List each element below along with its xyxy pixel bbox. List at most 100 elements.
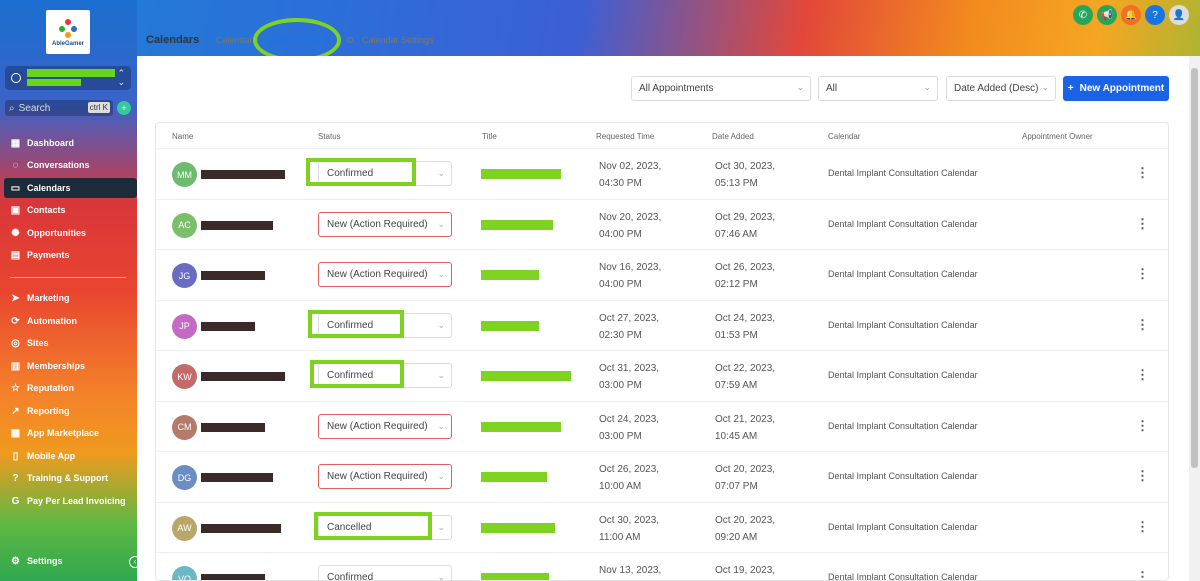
table-row[interactable]: JP Confirmed ⌄ Oct 27, 2023, 02:30 PM Oct 24,… bbox=[156, 301, 1168, 351]
filter-value: Date Added (Desc) bbox=[954, 83, 1039, 94]
appointment-title-redacted[interactable] bbox=[481, 169, 561, 179]
sidebar-item-settings[interactable]: ⚙ Settings bbox=[0, 551, 137, 571]
top-toolbar: ✆ 📢 🔔 ? 👤 bbox=[1073, 5, 1189, 25]
sidebar-item-conversations[interactable]: ◌ Conversations bbox=[0, 155, 137, 175]
scrollbar[interactable] bbox=[1189, 56, 1200, 581]
plus-icon: + bbox=[1067, 83, 1074, 94]
search-input[interactable]: ⌕ Search ctrl K bbox=[5, 100, 113, 116]
sidebar-item-dashboard[interactable]: ▦ Dashboard bbox=[0, 133, 137, 153]
sidebar-item-opportunities[interactable]: ✺ Opportunities bbox=[0, 223, 137, 243]
appointment-title-redacted[interactable] bbox=[481, 472, 547, 482]
contact-name-redacted[interactable] bbox=[201, 422, 265, 432]
table-row[interactable]: AW Cancelled ⌄ Oct 30, 2023, 11:00 AM Oct 20,… bbox=[156, 503, 1168, 553]
contact-name-redacted[interactable] bbox=[201, 372, 285, 381]
row-actions-icon[interactable]: ⋮ bbox=[1136, 266, 1149, 281]
sidebar-item-app-marketplace[interactable]: ▦ App Marketplace bbox=[0, 423, 137, 443]
sidebar-item-memberships[interactable]: ▥ Memberships bbox=[0, 356, 137, 376]
sidebar-item-training[interactable]: ? Training & Support bbox=[0, 468, 137, 488]
tab-calendars[interactable]: Calendars bbox=[216, 35, 258, 45]
calendar-name: Dental Implant Consultation Calendar bbox=[828, 370, 978, 380]
sidebar-item-reputation[interactable]: ☆ Reputation bbox=[0, 378, 137, 398]
sidebar-item-automation[interactable]: ⟳ Automation bbox=[0, 311, 137, 331]
scroll-thumb[interactable] bbox=[1191, 68, 1198, 468]
avatar-initials: AC bbox=[178, 220, 191, 230]
megaphone-icon[interactable]: 📢 bbox=[1097, 5, 1117, 25]
sidebar-item-marketing[interactable]: ➤ Marketing bbox=[0, 288, 137, 308]
status-select[interactable]: New (Action Required) ⌄ bbox=[318, 262, 452, 287]
column-header[interactable]: Requested Time bbox=[596, 132, 655, 141]
appointment-title-redacted[interactable] bbox=[481, 270, 539, 280]
row-actions-icon[interactable]: ⋮ bbox=[1136, 215, 1149, 231]
added-time: 07:59 AM bbox=[715, 380, 758, 391]
table-row[interactable]: MM Confirmed ⌄ Nov 02, 2023, 04:30 PM Oct 30,… bbox=[156, 149, 1168, 200]
row-actions-icon[interactable]: ⋮ bbox=[1136, 468, 1149, 483]
row-actions-icon[interactable]: ⋮ bbox=[1136, 569, 1149, 581]
table-row[interactable]: AC New (Action Required) ⌄ Nov 20, 2023, 04:… bbox=[156, 200, 1168, 250]
column-header[interactable]: Date Added bbox=[712, 132, 754, 141]
sites-icon: ◎ bbox=[11, 337, 20, 349]
contact-name-redacted[interactable] bbox=[201, 321, 255, 331]
row-actions-icon[interactable]: ⋮ bbox=[1136, 165, 1149, 180]
column-header[interactable]: Name bbox=[172, 132, 194, 141]
new-appointment-button[interactable]: + New Appointment bbox=[1063, 76, 1169, 101]
sort-filter[interactable]: Date Added (Desc) ⌄ bbox=[946, 76, 1056, 101]
avatar: JG bbox=[172, 263, 197, 288]
row-actions-icon[interactable]: ⋮ bbox=[1136, 518, 1149, 534]
row-actions-icon[interactable]: ⋮ bbox=[1136, 316, 1149, 332]
status-filter[interactable]: All ⌄ bbox=[818, 76, 938, 101]
table-row[interactable]: DG New (Action Required) ⌄ Oct 26, 2023, 10:… bbox=[156, 452, 1168, 503]
sidebar-item-reporting[interactable]: ↗ Reporting bbox=[0, 401, 137, 421]
contact-name-redacted[interactable] bbox=[201, 170, 285, 179]
column-header[interactable]: Status bbox=[318, 132, 341, 141]
tab-calendar-settings[interactable]: Calendar Settings bbox=[362, 35, 434, 45]
avatar[interactable]: 👤 bbox=[1169, 5, 1189, 25]
sidebar-item-calendars[interactable]: ▭ Calendars bbox=[4, 178, 137, 198]
appointment-type-filter[interactable]: All Appointments ⌄ bbox=[631, 76, 811, 101]
quick-action-icon[interactable]: + bbox=[117, 101, 131, 115]
appointment-title-redacted[interactable] bbox=[481, 522, 555, 533]
sidebar-item-label: Conversations bbox=[27, 160, 90, 170]
sidebar-item-sites[interactable]: ◎ Sites bbox=[0, 333, 137, 353]
avatar-initials: DG bbox=[177, 472, 192, 483]
column-header[interactable]: Title bbox=[482, 132, 497, 141]
company-logo[interactable]: AbleGamer bbox=[46, 10, 90, 54]
bell-icon[interactable]: 🔔 bbox=[1121, 5, 1141, 25]
table-row[interactable]: CM New (Action Required) ⌄ Oct 24, 2023, 03:… bbox=[156, 402, 1168, 452]
sidebar-item-mobile-app[interactable]: ▯ Mobile App bbox=[0, 446, 137, 466]
sidebar-item-contacts[interactable]: ▣ Contacts bbox=[0, 200, 137, 220]
location-icon bbox=[11, 73, 21, 83]
contact-name-redacted[interactable] bbox=[201, 574, 265, 580]
avatar: DG bbox=[172, 465, 197, 490]
appointment-title-redacted[interactable] bbox=[481, 320, 539, 331]
contact-name-redacted[interactable] bbox=[201, 523, 281, 533]
appointment-title-redacted[interactable] bbox=[481, 219, 553, 230]
column-header[interactable]: Calendar bbox=[828, 132, 861, 141]
status-select[interactable]: New (Action Required) ⌄ bbox=[318, 211, 452, 237]
logo-text: AbleGamer bbox=[51, 41, 84, 47]
sidebar-item-pay-per-lead[interactable]: G Pay Per Lead Invoicing bbox=[0, 491, 137, 511]
status-select[interactable]: New (Action Required) ⌄ bbox=[318, 413, 452, 439]
appointment-title-redacted[interactable] bbox=[481, 573, 549, 580]
table-row[interactable]: VO Confirmed ⌄ Nov 13, 2023, Oct 19, 2023, De… bbox=[156, 553, 1168, 581]
table-row[interactable]: JG New (Action Required) ⌄ Nov 16, 2023, 04:… bbox=[156, 250, 1168, 301]
appointment-title-redacted[interactable] bbox=[481, 371, 571, 381]
chevron-down-icon: ⌄ bbox=[796, 82, 804, 92]
requested-date: Nov 02, 2023, bbox=[599, 161, 662, 172]
status-select[interactable]: Confirmed ⌄ bbox=[318, 565, 452, 580]
appointments-table: Name Status Title Requested Time Date Ad… bbox=[155, 122, 1169, 581]
status-select[interactable]: New (Action Required) ⌄ bbox=[318, 464, 452, 489]
chevron-down-icon: ⌄ bbox=[437, 370, 445, 380]
appointment-title-redacted[interactable] bbox=[481, 421, 561, 432]
phone-icon[interactable]: ✆ bbox=[1073, 5, 1093, 25]
column-header[interactable]: Appointment Owner bbox=[1022, 132, 1093, 141]
contact-name-redacted[interactable] bbox=[201, 473, 273, 482]
table-row[interactable]: KW Confirmed ⌄ Oct 31, 2023, 03:00 PM Oct 22,… bbox=[156, 351, 1168, 402]
help-icon[interactable]: ? bbox=[1145, 5, 1165, 25]
contact-name-redacted[interactable] bbox=[201, 220, 273, 230]
row-actions-icon[interactable]: ⋮ bbox=[1136, 367, 1149, 382]
account-switcher[interactable]: ⌃ ⌄ bbox=[5, 66, 131, 90]
row-actions-icon[interactable]: ⋮ bbox=[1136, 417, 1149, 433]
sidebar-item-payments[interactable]: ▤ Payments bbox=[0, 245, 137, 265]
requested-time: Oct 31, 2023, 03:00 PM bbox=[599, 360, 659, 394]
contact-name-redacted[interactable] bbox=[201, 271, 265, 280]
